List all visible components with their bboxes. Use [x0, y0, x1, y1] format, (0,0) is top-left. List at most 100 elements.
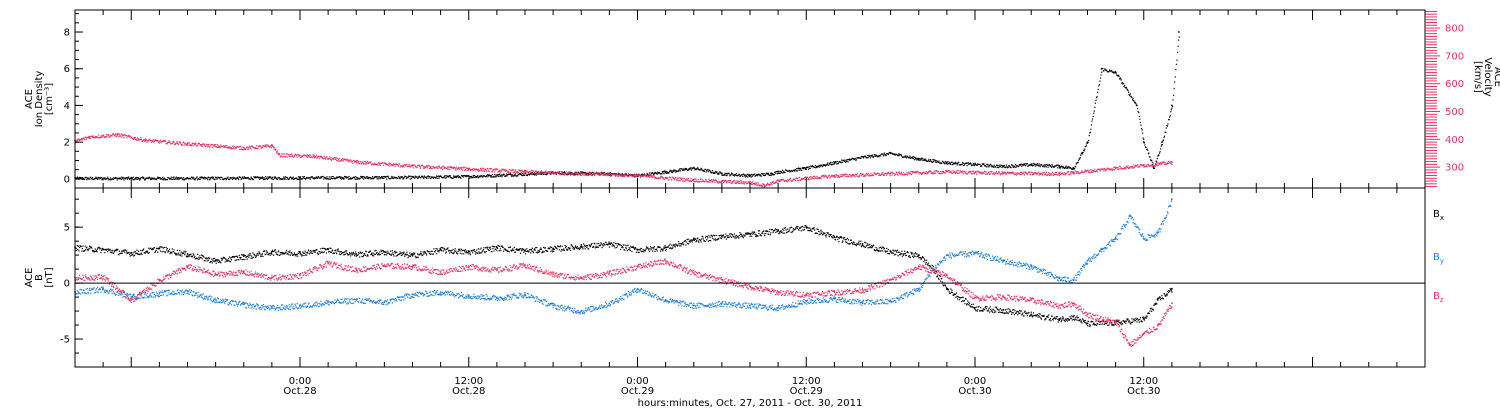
data-point: [153, 247, 155, 249]
data-point: [373, 162, 375, 164]
data-point: [473, 167, 475, 170]
data-point: [710, 180, 712, 182]
data-point: [273, 254, 275, 256]
data-point: [921, 173, 923, 176]
data-point: [377, 164, 379, 166]
data-point: [125, 134, 127, 137]
data-point: [985, 166, 987, 168]
data-point: [464, 249, 467, 251]
data-point: [249, 146, 252, 148]
data-point: [684, 167, 686, 170]
data-point: [733, 175, 735, 177]
data-point: [925, 159, 927, 161]
data-point: [138, 250, 140, 252]
data-point: [637, 173, 639, 175]
data-point: [584, 248, 586, 250]
data-point: [771, 174, 773, 176]
data-point: [260, 177, 262, 180]
data-point: [189, 144, 191, 146]
data-point: [353, 176, 355, 178]
data-point: [194, 255, 196, 257]
data-point: [343, 175, 346, 178]
data-point: [1045, 163, 1047, 166]
data-point: [166, 249, 168, 251]
data-point: [126, 177, 128, 179]
data-point: [477, 177, 479, 179]
data-point: [1064, 167, 1066, 169]
data-point: [991, 166, 993, 168]
data-point: [453, 175, 455, 177]
data-point: [1043, 172, 1045, 174]
data-point: [765, 173, 767, 175]
data-point: [838, 176, 841, 178]
data-point: [354, 255, 356, 257]
data-point: [779, 180, 782, 182]
data-point: [1026, 163, 1028, 165]
data-point: [234, 259, 236, 261]
data-point: [109, 134, 112, 136]
data-point: [962, 173, 964, 175]
data-point: [908, 172, 910, 174]
data-point: [818, 177, 820, 179]
data-point: [377, 162, 379, 164]
data-point: [224, 145, 226, 147]
data-point: [933, 159, 936, 161]
data-point: [584, 244, 586, 246]
data-point: [527, 171, 529, 173]
data-point: [673, 178, 675, 180]
data-point: [808, 179, 810, 181]
data-point: [934, 170, 936, 172]
data-point: [81, 247, 83, 250]
data-point: [802, 168, 805, 170]
data-point: [822, 176, 824, 178]
data-point: [688, 167, 690, 170]
data-point: [661, 171, 663, 173]
data-point: [147, 252, 149, 254]
data-point: [387, 164, 389, 166]
data-point: [88, 248, 90, 250]
data-point: [94, 250, 96, 252]
data-point: [207, 145, 209, 147]
data-point: [496, 249, 498, 252]
data-point: [478, 176, 480, 178]
data-point: [792, 179, 794, 181]
data-point: [356, 162, 358, 164]
data-point: [937, 171, 940, 173]
data-point: [422, 176, 424, 178]
data-point: [1057, 164, 1059, 166]
data-point: [1115, 72, 1117, 74]
data-point: [153, 141, 155, 143]
data-point: [702, 169, 704, 171]
data-point: [539, 248, 541, 250]
data-point: [798, 169, 800, 171]
data-point: [1173, 94, 1175, 96]
data-point: [552, 248, 554, 251]
data-point: [668, 179, 670, 181]
data-point: [77, 245, 80, 247]
data-point: [404, 164, 406, 166]
data-point: [252, 256, 254, 258]
data-point: [429, 167, 432, 169]
data-point: [454, 175, 456, 177]
data-point: [332, 252, 334, 255]
data-point: [1134, 164, 1136, 167]
data-point: [125, 178, 127, 180]
series-point-black-26: [1100, 67, 1103, 70]
data-point: [705, 171, 707, 173]
data-point: [1056, 171, 1058, 173]
data-point: [586, 174, 588, 177]
data-point: [114, 177, 116, 179]
data-point: [1052, 171, 1054, 173]
data-point: [492, 175, 495, 177]
data-point: [343, 251, 346, 253]
data-point: [227, 176, 229, 178]
data-point: [949, 162, 951, 165]
data-point: [739, 175, 742, 177]
data-point: [688, 177, 690, 180]
data-point: [387, 176, 389, 178]
data-point: [285, 249, 288, 252]
data-point: [708, 180, 711, 182]
data-point: [484, 252, 486, 254]
data-point: [387, 250, 389, 252]
data-point: [534, 248, 536, 250]
